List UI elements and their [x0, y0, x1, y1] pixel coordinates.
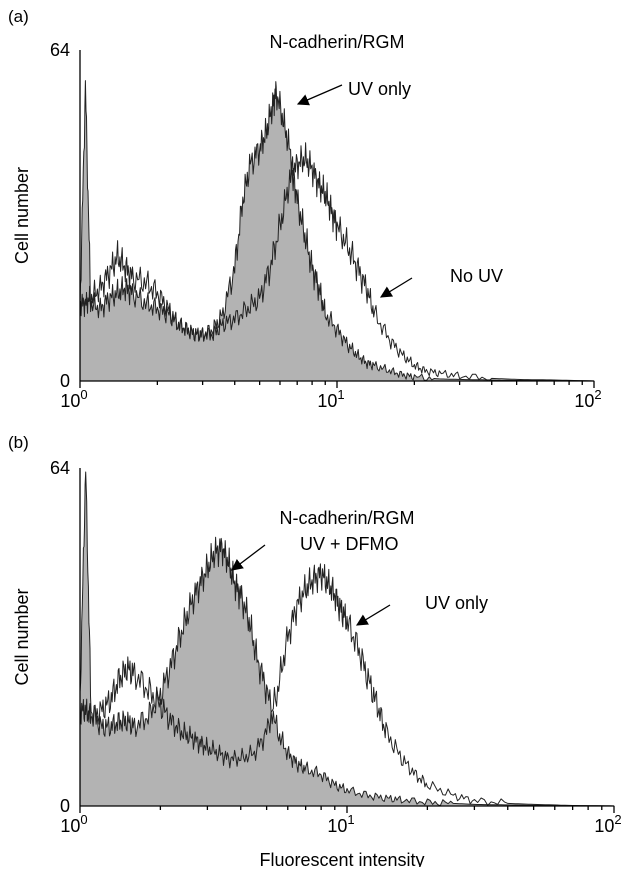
- x-tick-label: 100: [60, 812, 87, 836]
- x-tick-label-exponent: 0: [80, 387, 87, 402]
- x-tick-label-exponent: 2: [614, 812, 621, 827]
- x-tick-label-exponent: 1: [347, 812, 354, 827]
- x-tick-label-base: 10: [574, 391, 594, 411]
- panel-label: (a): [8, 7, 29, 26]
- annotation-arrow: [380, 277, 413, 298]
- annotation-arrow: [231, 544, 266, 571]
- x-tick-label-exponent: 2: [594, 387, 601, 402]
- annotation-arrow: [296, 84, 343, 106]
- y-axis-label: Cell number: [12, 167, 32, 264]
- y-tick-label: 0: [60, 371, 70, 391]
- y-tick-label: 0: [60, 796, 70, 816]
- y-tick-label: 64: [50, 458, 70, 478]
- x-tick-label-base: 10: [594, 816, 614, 836]
- x-tick-label: 100: [60, 387, 87, 411]
- x-tick-label-exponent: 1: [337, 387, 344, 402]
- chart-title: N-cadherin/RGM: [279, 508, 414, 528]
- x-tick-label: 102: [594, 812, 621, 836]
- annotation-no-uv: No UV: [450, 266, 503, 286]
- x-tick-label-base: 10: [60, 391, 80, 411]
- y-axis-label: Cell number: [12, 588, 32, 685]
- series-no-uv-histogram: [79, 142, 595, 382]
- annotation-uv-only: UV only: [348, 79, 411, 99]
- x-tick-label-base: 10: [317, 391, 337, 411]
- series-uv-only-histogram: [79, 80, 595, 382]
- x-tick-label-exponent: 0: [80, 812, 87, 827]
- x-tick-label: 101: [327, 812, 354, 836]
- annotation-uv-only: UV only: [425, 593, 488, 613]
- x-tick-label-base: 10: [60, 816, 80, 836]
- x-tick-label-base: 10: [327, 816, 347, 836]
- x-tick-label: 102: [574, 387, 601, 411]
- x-tick-label: 101: [317, 387, 344, 411]
- y-tick-label: 64: [50, 40, 70, 60]
- annotation-uv-dfmo: UV + DFMO: [300, 534, 399, 554]
- x-axis-label: Fluorescent intensity: [259, 850, 424, 867]
- series-uv-only-histogram: [79, 563, 615, 807]
- annotation-arrow: [355, 604, 391, 626]
- panel-label: (b): [8, 433, 29, 452]
- series-uv-dfmo-histogram: [79, 471, 615, 807]
- chart-title: N-cadherin/RGM: [269, 32, 404, 52]
